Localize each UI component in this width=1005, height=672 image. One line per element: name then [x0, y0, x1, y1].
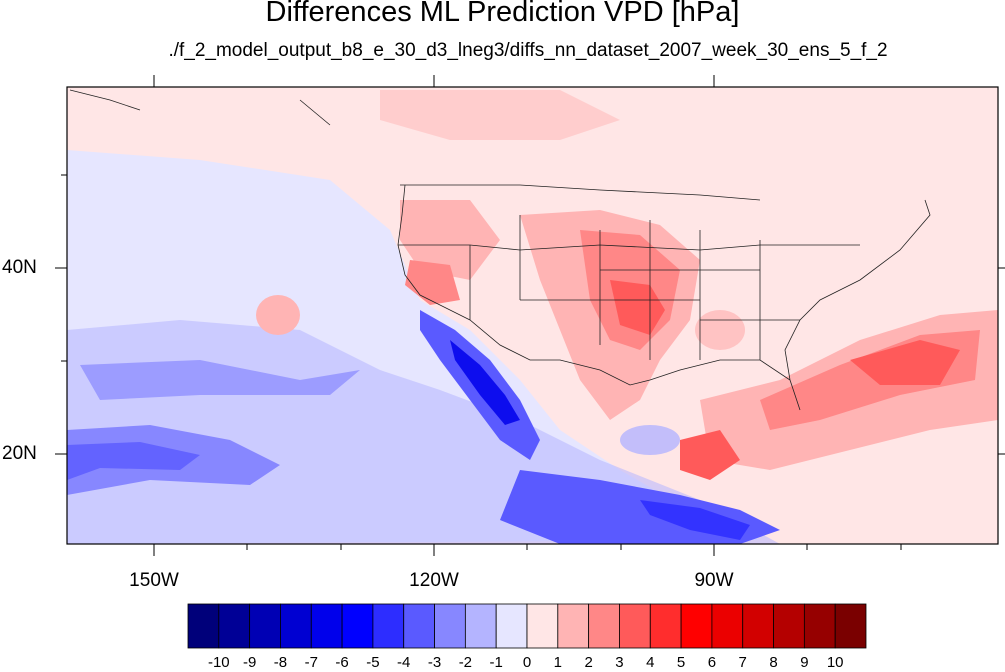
colorbar-swatch: [310, 603, 343, 649]
colorbar-tick-label: 7: [738, 654, 747, 671]
colorbar-tick-label: 1: [553, 654, 562, 671]
colorbar-swatch: [403, 603, 435, 649]
colorbar-swatch: [834, 603, 867, 649]
colorbar-swatch: [557, 603, 590, 649]
colorbar-tick-label: 3: [615, 654, 624, 671]
axis-ticks: [55, 75, 1005, 556]
colorbar-tick-label: -8: [273, 654, 288, 671]
colorbar-swatch: [495, 603, 528, 649]
lat-label-40n: 40N: [2, 257, 37, 278]
colorbar-tick-label: 10: [826, 654, 844, 671]
colorbar-swatch: [372, 603, 405, 649]
colorbar-tick-label: -7: [304, 654, 318, 671]
colorbar-tick-label: 0: [522, 654, 532, 671]
colorbar: [187, 603, 867, 649]
colorbar-tick-label: 9: [800, 654, 809, 671]
colorbar-swatch: [742, 603, 774, 649]
lon-label-120w: 120W: [409, 570, 459, 591]
lon-label-150w: 150W: [129, 570, 179, 591]
colorbar-swatch: [680, 603, 713, 649]
colorbar-tick-label: -9: [242, 654, 257, 671]
colorbar-swatch: [218, 603, 251, 649]
colorbar-swatch: [588, 603, 620, 649]
colorbar-tick-label: -3: [427, 654, 442, 671]
colorbar-swatch: [434, 603, 466, 649]
lon-label-90w: 90W: [694, 570, 734, 591]
colorbar-swatch: [803, 603, 836, 649]
colorbar-tick-label: -5: [366, 654, 380, 671]
colorbar-swatch: [280, 603, 312, 649]
colorbar-swatch: [341, 603, 374, 649]
colorbar-tick-label: 8: [769, 654, 778, 671]
colorbar-tick-label: -2: [458, 654, 473, 671]
map-frame: [66, 86, 999, 545]
colorbar-tick-label: 2: [584, 654, 593, 671]
colorbar-tick-label: -10: [207, 654, 230, 671]
colorbar-swatch: [619, 603, 651, 649]
colorbar-swatch: [773, 603, 805, 649]
colorbar-swatch: [649, 603, 682, 649]
coastlines: [69, 89, 931, 411]
chart-title: Differences ML Prediction VPD [hPa]: [265, 0, 740, 28]
chart-subtitle: ./f_2_model_output_b8_e_30_d3_lneg3/diff…: [168, 40, 888, 61]
lat-label-20n: 20N: [2, 443, 37, 464]
vpd-difference-field: [67, 90, 998, 544]
colorbar-tick-label: 4: [646, 654, 655, 671]
colorbar-swatch: [711, 603, 744, 649]
colorbar-tick-label: 5: [676, 654, 686, 671]
colorbar-tick-label: -6: [335, 654, 349, 671]
colorbar-swatch: [526, 603, 559, 649]
colorbar-swatch: [464, 603, 497, 649]
colorbar-tick-label: -1: [489, 654, 503, 671]
colorbar-swatch: [187, 603, 220, 649]
colorbar-tick-label: 6: [707, 654, 717, 671]
colorbar-tick-label: -4: [397, 654, 411, 671]
colorbar-swatch: [249, 603, 281, 649]
